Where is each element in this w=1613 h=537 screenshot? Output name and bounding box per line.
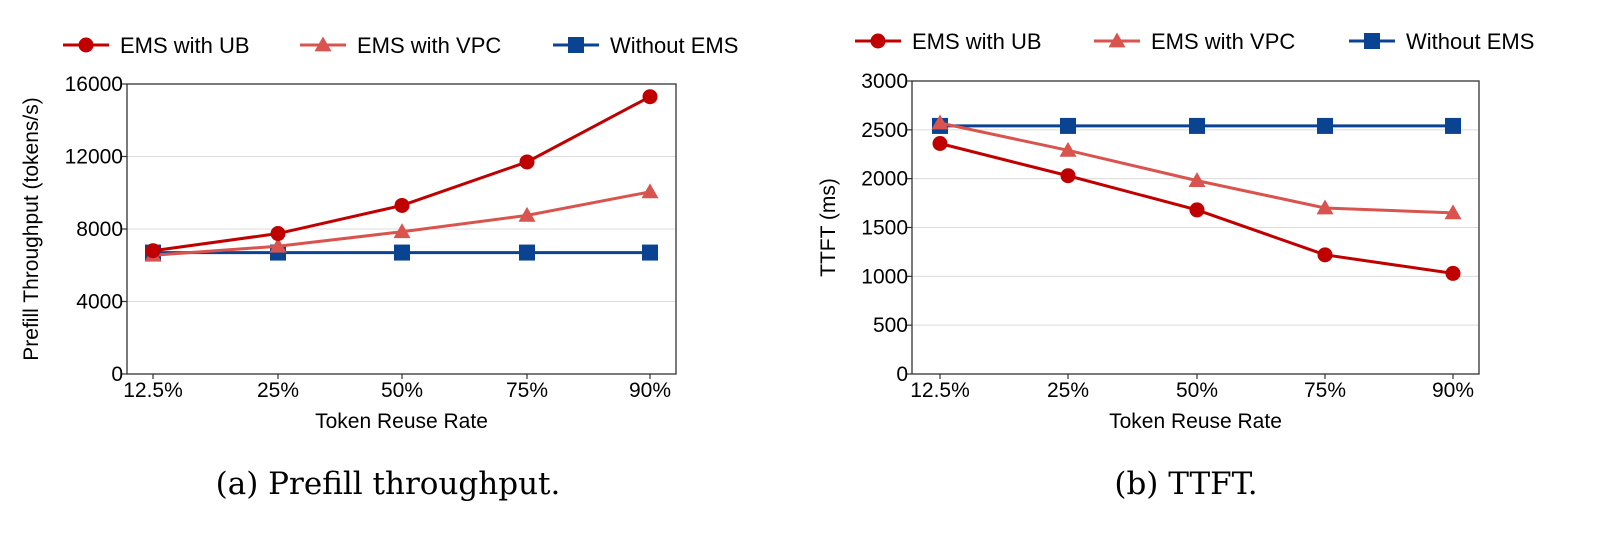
x-axis-title: Token Reuse Rate — [315, 410, 488, 433]
data-point — [1444, 204, 1462, 220]
x-tick-label: 12.5% — [123, 379, 183, 402]
legend-marker — [1108, 32, 1126, 48]
series-line — [939, 121, 1454, 215]
y-tick-label: 4000 — [76, 291, 123, 314]
data-point — [269, 237, 287, 253]
figure-caption: (a) Prefill throughput. — [216, 466, 561, 502]
data-point — [1060, 168, 1076, 184]
x-tick-label: 75% — [506, 379, 548, 402]
legend-marker — [78, 37, 94, 53]
legend-item: EMS with VPC — [1094, 29, 1295, 54]
x-axis-title: Token Reuse Rate — [1109, 410, 1282, 433]
legend-marker — [870, 33, 886, 49]
x-tick-label: 25% — [1047, 379, 1089, 402]
x-tick-label: 25% — [257, 379, 299, 402]
legend-item: Without EMS — [1349, 29, 1534, 54]
y-tick-label: 500 — [873, 314, 908, 337]
y-tick-label: 1500 — [861, 217, 908, 240]
series-without-ems — [932, 117, 1461, 134]
x-tick-label: 12.5% — [910, 379, 970, 402]
data-point — [1060, 117, 1076, 134]
y-tick-label: 0 — [896, 363, 908, 386]
x-tick-label: 75% — [1304, 379, 1346, 402]
data-point — [394, 244, 410, 261]
data-point — [1445, 265, 1461, 281]
figure-caption: (b) TTFT. — [1114, 466, 1257, 502]
legend-marker — [568, 37, 584, 53]
chart-a: 0 4000 8000 12000 16000 12.5% 25% 50% 75% 90% Toke… — [20, 33, 738, 502]
series-ems-with-ub — [932, 136, 1461, 281]
legend: EMS with UB EMS with VPC Without EMS — [855, 29, 1534, 54]
x-tick-label: 90% — [1432, 379, 1474, 402]
y-tick-label: 12000 — [65, 146, 123, 169]
x-tick-label: 50% — [381, 379, 423, 402]
legend: EMS with UB EMS with VPC Without EMS — [63, 33, 738, 58]
legend-marker — [314, 36, 332, 52]
legend-label: Without EMS — [1406, 29, 1534, 54]
data-point — [1316, 199, 1334, 215]
data-point — [519, 244, 535, 261]
data-point — [931, 114, 949, 130]
x-tick-label: 90% — [629, 379, 671, 402]
y-tick-label: 2500 — [861, 119, 908, 142]
series-ems-with-ub — [145, 89, 658, 259]
chart-b: 0 500 1000 1500 2000 2500 3000 12.5% 25% 50% 75% 90… — [817, 29, 1534, 502]
legend-item: EMS with VPC — [300, 33, 501, 58]
series-without-ems — [145, 244, 658, 261]
series-ems-with-vpc — [144, 183, 659, 262]
series-ems-with-vpc — [931, 114, 1462, 220]
legend-marker — [1364, 33, 1380, 49]
data-point — [519, 154, 535, 170]
data-point — [1188, 172, 1206, 187]
data-point — [270, 226, 286, 242]
data-point — [1059, 141, 1077, 157]
data-point — [1189, 117, 1205, 134]
y-tick-label: 3000 — [861, 70, 908, 93]
data-point — [1445, 117, 1461, 134]
data-point — [1317, 247, 1333, 263]
y-tick-label: 1000 — [861, 265, 908, 288]
legend-item: EMS with UB — [855, 29, 1042, 54]
data-point — [642, 89, 658, 105]
y-tick-label: 2000 — [861, 168, 908, 191]
data-point — [394, 197, 410, 213]
y-tick-label: 0 — [111, 363, 123, 386]
legend-label: Without EMS — [610, 33, 738, 58]
legend-label: EMS with VPC — [1151, 29, 1295, 54]
data-point — [642, 244, 658, 261]
data-point — [518, 206, 536, 222]
data-point — [145, 243, 161, 259]
legend-label: EMS with VPC — [357, 33, 501, 58]
data-point — [1317, 117, 1333, 134]
y-tick-label: 16000 — [65, 73, 123, 96]
legend-label: EMS with UB — [912, 29, 1042, 54]
y-tick-label: 8000 — [76, 218, 123, 241]
x-tick-label: 50% — [1176, 379, 1218, 402]
data-point — [641, 183, 659, 199]
data-point — [1189, 202, 1205, 218]
y-axis-title: Prefill Throughput (tokens/s) — [20, 97, 43, 360]
legend-label: EMS with UB — [120, 33, 250, 58]
data-point — [932, 136, 948, 152]
legend-item: Without EMS — [553, 33, 738, 58]
y-axis-title: TTFT (ms) — [817, 178, 840, 277]
data-point — [393, 223, 411, 239]
legend-item: EMS with UB — [63, 33, 250, 58]
